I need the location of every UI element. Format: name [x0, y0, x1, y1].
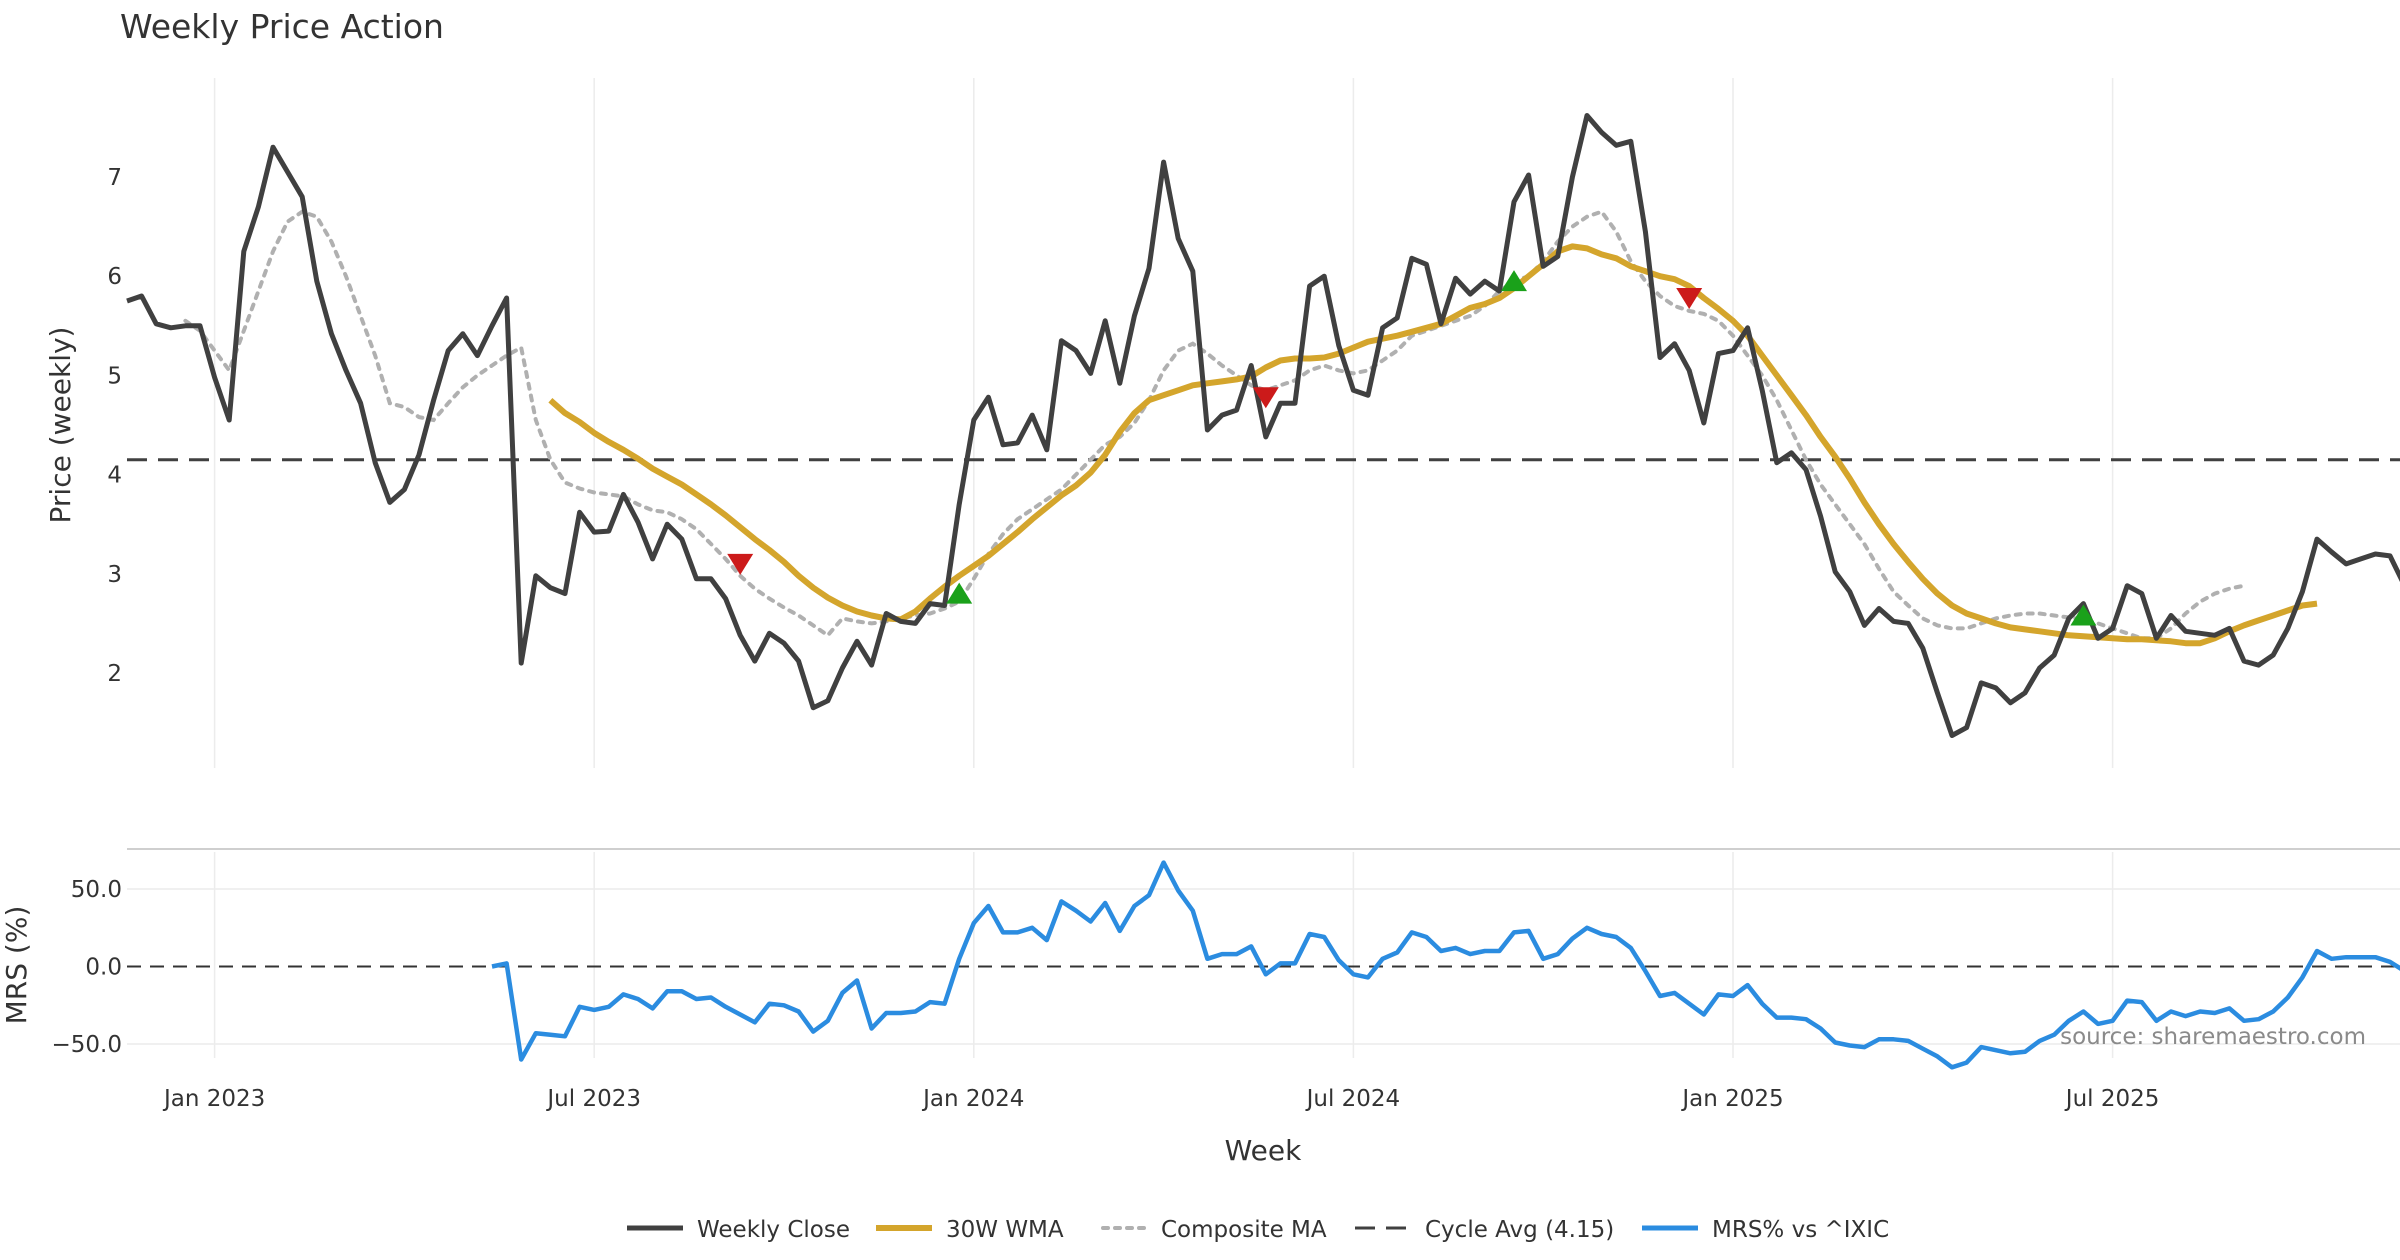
legend-label-close: Weekly Close: [697, 1217, 850, 1243]
buy-signal-marker: [946, 582, 973, 604]
signal-markers: [727, 270, 2097, 626]
composite-ma-series: [183, 209, 2246, 641]
x-axis-ticks: Jan 2023 Jul 2023 Jan 2024 Jul 2024 Jan 2025…: [162, 1086, 2159, 1112]
mrs-tick-label: −50.0: [52, 1032, 122, 1058]
buy-signal-marker: [2070, 604, 2097, 626]
price-tick-label: 2: [107, 661, 122, 687]
price-tick-label: 5: [107, 363, 122, 389]
mrs-series: [491, 860, 2400, 1070]
price-y-axis-label: Price (weekly): [44, 327, 77, 524]
legend-label-cycle: Cycle Avg (4.15): [1425, 1217, 1614, 1243]
x-axis-label: Week: [1225, 1134, 1302, 1167]
x-tick-label: Jan 2025: [1680, 1086, 1783, 1112]
x-tick-label: Jul 2025: [2064, 1086, 2160, 1112]
price-tick-label: 4: [107, 463, 122, 489]
mrs-tick-label: 0.0: [85, 955, 122, 981]
mrs-tick-label: 50.0: [71, 877, 122, 903]
x-tick-label: Jul 2023: [545, 1086, 641, 1112]
price-tick-label: 6: [107, 264, 122, 290]
source-note: source: sharemaestro.com: [2060, 1024, 2366, 1050]
legend-label-mrs: MRS% vs ^IXIC: [1712, 1217, 1889, 1243]
mrs-y-ticks: 50.0 0.0 −50.0: [52, 877, 122, 1058]
sell-signal-marker: [1676, 288, 1703, 310]
legend: Weekly Close 30W WMA Composite MA Cycle …: [627, 1217, 1889, 1243]
mrs-grid: [127, 852, 2400, 1058]
legend-label-wma: 30W WMA: [946, 1217, 1064, 1243]
x-tick-label: Jan 2024: [921, 1086, 1024, 1112]
x-tick-label: Jul 2024: [1305, 1086, 1401, 1112]
price-y-ticks: 2 3 4 5 6 7: [107, 165, 122, 687]
price-tick-label: 7: [107, 165, 122, 191]
mrs-y-axis-label: MRS (%): [0, 906, 33, 1025]
price-tick-label: 3: [107, 562, 122, 588]
x-tick-label: Jan 2023: [162, 1086, 265, 1112]
chart-title: Weekly Price Action: [120, 7, 444, 46]
weekly-close-series: [126, 113, 2400, 738]
price-grid: [213, 78, 2114, 768]
wma-30w-series: [548, 243, 2318, 647]
legend-label-composite: Composite MA: [1161, 1217, 1327, 1243]
sell-signal-marker: [727, 553, 754, 575]
sell-signal-marker: [1252, 387, 1279, 409]
buy-signal-marker: [1501, 270, 1527, 292]
